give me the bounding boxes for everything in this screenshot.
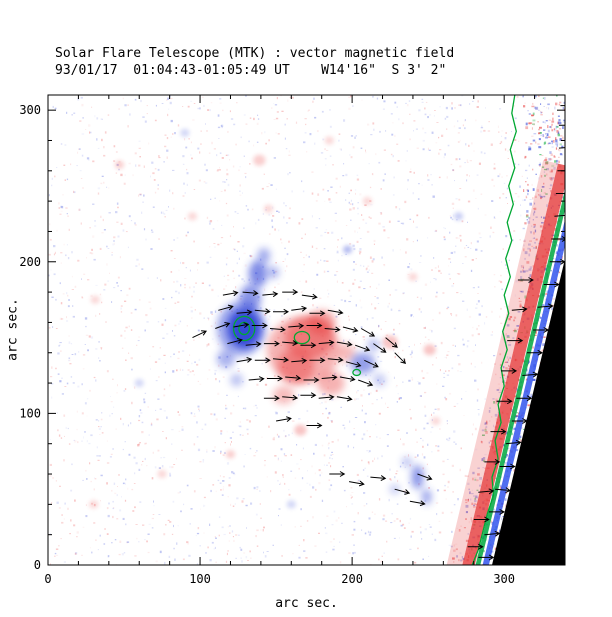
- y-tick-label: 200: [19, 255, 41, 269]
- chart-title: Solar Flare Telescope (MTK) : vector mag…: [55, 46, 455, 61]
- y-tick-label: 100: [19, 406, 41, 420]
- x-tick-label: 0: [44, 572, 51, 586]
- x-tick-label: 300: [493, 572, 515, 586]
- x-tick-label: 100: [189, 572, 211, 586]
- plot-content: [48, 95, 565, 565]
- y-tick-label: 300: [19, 103, 41, 117]
- occulted-limb-region: [492, 258, 565, 565]
- x-tick-label: 200: [341, 572, 363, 586]
- limb-contour-line: [471, 95, 517, 565]
- vector-arrows: [192, 105, 565, 561]
- axis-ticks: [47, 95, 565, 566]
- chart-subtitle: 93/01/17 01:04:43-01:05:49 UT W14'16" S …: [55, 63, 447, 78]
- x-axis-label: arc sec.: [275, 596, 338, 611]
- y-tick-label: 0: [34, 558, 41, 572]
- axes-box: [47, 94, 566, 566]
